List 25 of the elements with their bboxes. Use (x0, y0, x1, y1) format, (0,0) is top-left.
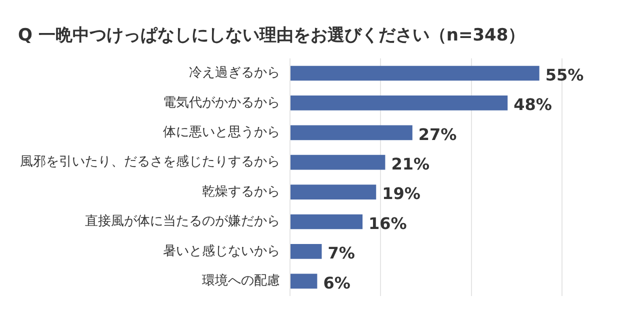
bar (290, 125, 412, 140)
bar (290, 96, 508, 110)
data-label: 16% (368, 214, 407, 233)
y-tick-label: 体に悪いと思うから (163, 125, 280, 140)
y-tick-label: 暑いと感じないから (163, 244, 280, 259)
data-label: 27% (418, 124, 457, 144)
y-tick-label: 電気代がかかるから (163, 95, 280, 110)
data-label: 6% (323, 273, 350, 292)
y-tick-label: 冷え過ぎるから (189, 66, 280, 81)
y-tick-label: 風邪を引いたり、だるさを感じたりするから (20, 154, 280, 170)
y-tick-label: 乾燥するから (202, 184, 280, 200)
y-tick-label: 直接風が体に当たるのが嫌だから (85, 214, 280, 230)
bar (290, 274, 318, 289)
bar (290, 214, 363, 230)
bar (290, 184, 376, 200)
data-label: 7% (328, 244, 355, 263)
bar (290, 244, 322, 259)
data-label: 19% (382, 184, 420, 204)
y-tick-label: 環境への配慮 (202, 272, 280, 289)
chart-title: Q 一晩中つけっぱなしにしない理由をお選びください（n=348） (18, 26, 526, 46)
data-label: 21% (391, 154, 430, 174)
data-label: 48% (514, 95, 552, 114)
bar (290, 154, 386, 170)
bar (290, 66, 540, 81)
data-label: 55% (545, 65, 584, 84)
